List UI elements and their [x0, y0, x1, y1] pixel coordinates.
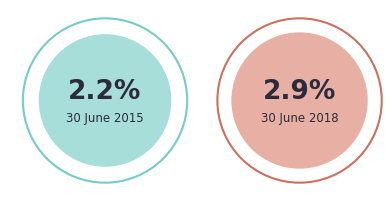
Text: 30 June 2018: 30 June 2018 [261, 111, 338, 124]
Circle shape [23, 19, 187, 183]
Circle shape [39, 35, 171, 167]
Circle shape [217, 19, 382, 183]
Text: 2.2%: 2.2% [68, 79, 142, 105]
Text: 2.9%: 2.9% [263, 79, 336, 105]
Text: 30 June 2015: 30 June 2015 [66, 111, 144, 124]
Circle shape [231, 33, 368, 169]
